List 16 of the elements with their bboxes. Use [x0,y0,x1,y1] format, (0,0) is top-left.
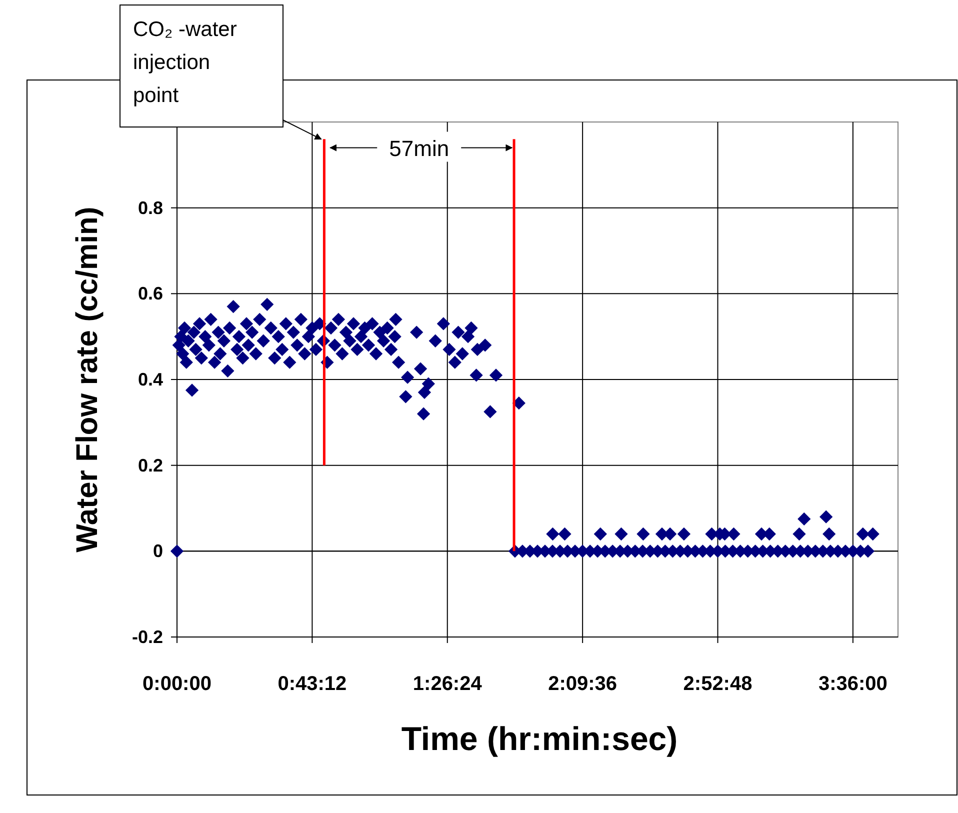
x-tick-label: 2:52:48 [683,673,752,695]
x-tick-label: 2:09:36 [548,673,618,695]
x-tick-label: 1:26:24 [412,673,483,695]
x-tick-label: 0:00:00 [142,673,212,695]
annotation: 57min [389,136,450,161]
x-tick-label: 0:43:12 [278,673,347,695]
text: CO₂ -water injection point [133,18,237,107]
y-axis-title: Water Flow rate (cc/min) [71,206,104,552]
y-tick-label: 0.4 [138,370,163,390]
y-tick-label: -0.2 [132,627,163,647]
y-tick-label: 0.2 [138,455,163,476]
y-tick-label: 0.6 [138,284,163,304]
x-tick-label: 3:36:00 [818,673,888,695]
y-tick-label: 0.8 [138,198,163,218]
y-tick-label: 0 [152,541,163,562]
x-axis-title: Time (hr:min:sec) [401,720,678,757]
